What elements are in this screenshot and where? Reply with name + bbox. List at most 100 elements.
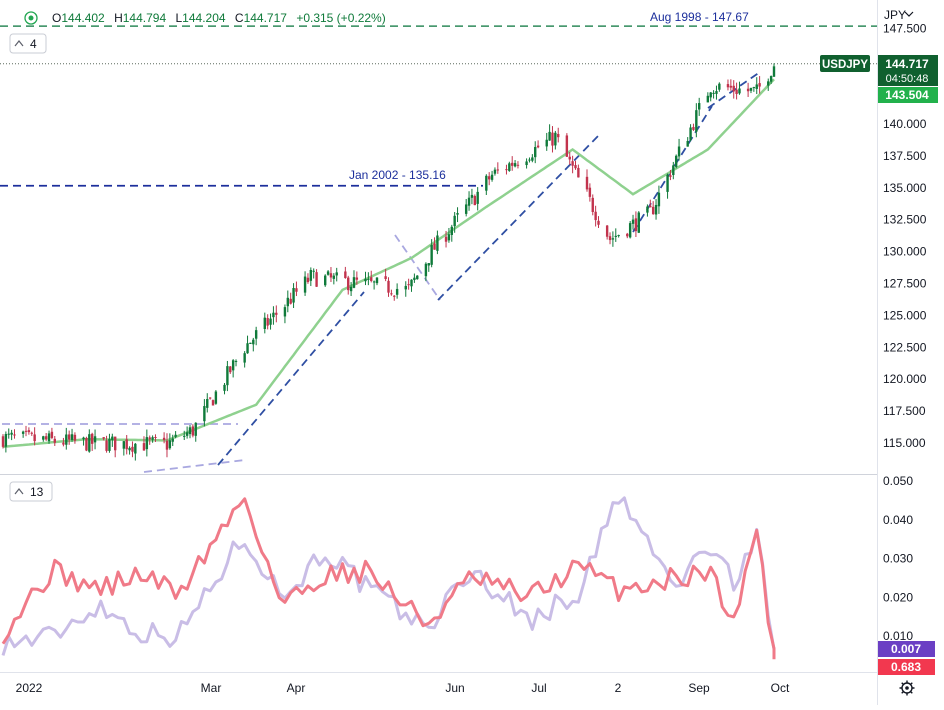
candle[interactable]	[505, 164, 508, 175]
candle[interactable]	[404, 281, 407, 297]
candle[interactable]	[171, 434, 174, 447]
candle[interactable]	[669, 170, 672, 181]
candle[interactable]	[372, 280, 376, 290]
candle[interactable]	[65, 427, 68, 450]
trendline-march-rally[interactable]	[217, 291, 365, 466]
candle[interactable]	[534, 141, 537, 164]
candle[interactable]	[309, 267, 313, 287]
candle[interactable]	[726, 79, 730, 91]
candle[interactable]	[335, 267, 338, 282]
candle[interactable]	[108, 433, 111, 453]
candle[interactable]	[769, 75, 773, 84]
candle[interactable]	[387, 277, 390, 297]
candle[interactable]	[565, 133, 569, 158]
candle[interactable]	[487, 172, 491, 186]
candle[interactable]	[605, 225, 609, 240]
candle[interactable]	[203, 399, 206, 427]
candle[interactable]	[493, 167, 497, 176]
candle[interactable]	[88, 429, 91, 453]
price-pane-collapse-button[interactable]: 4	[9, 33, 47, 54]
candle[interactable]	[364, 271, 367, 286]
moving-average-line[interactable]	[2, 78, 775, 449]
candle[interactable]	[628, 221, 632, 239]
candle[interactable]	[427, 263, 430, 272]
candle[interactable]	[735, 82, 738, 100]
candle[interactable]	[111, 433, 114, 447]
candle[interactable]	[214, 390, 218, 405]
candle[interactable]	[82, 436, 85, 446]
candle[interactable]	[654, 199, 658, 220]
candle[interactable]	[551, 126, 554, 153]
candle[interactable]	[732, 80, 735, 99]
candle[interactable]	[528, 157, 531, 163]
candle[interactable]	[508, 161, 511, 172]
candle[interactable]	[90, 432, 94, 451]
candle[interactable]	[692, 123, 695, 131]
candle[interactable]	[436, 230, 439, 255]
candle[interactable]	[27, 427, 31, 435]
candle[interactable]	[326, 270, 330, 276]
candle[interactable]	[614, 228, 617, 242]
candle[interactable]	[634, 211, 638, 237]
candle[interactable]	[715, 85, 718, 100]
candle[interactable]	[50, 427, 54, 440]
candle[interactable]	[70, 428, 74, 442]
indicator-line-red[interactable]	[1, 497, 776, 660]
candle[interactable]	[453, 212, 456, 233]
candle[interactable]	[85, 436, 88, 452]
candle[interactable]	[370, 270, 373, 283]
candle[interactable]	[548, 124, 551, 141]
candle[interactable]	[286, 290, 290, 313]
candle[interactable]	[464, 198, 468, 217]
candle[interactable]	[384, 268, 387, 282]
candle[interactable]	[767, 78, 770, 91]
candle[interactable]	[131, 441, 134, 458]
candle[interactable]	[525, 158, 528, 169]
candle[interactable]	[545, 132, 548, 151]
candle[interactable]	[42, 435, 45, 442]
candle[interactable]	[223, 383, 226, 395]
candle[interactable]	[102, 437, 105, 441]
candle[interactable]	[168, 433, 172, 450]
candle[interactable]	[145, 429, 149, 457]
candle[interactable]	[367, 272, 370, 286]
candle[interactable]	[390, 289, 393, 296]
candle[interactable]	[416, 275, 419, 280]
candle[interactable]	[165, 433, 169, 458]
candle[interactable]	[554, 130, 557, 150]
candle[interactable]	[243, 351, 246, 368]
candle[interactable]	[626, 232, 629, 239]
candle[interactable]	[651, 201, 655, 215]
candle[interactable]	[531, 154, 534, 163]
candle[interactable]	[689, 124, 692, 142]
candle[interactable]	[292, 283, 295, 309]
candle[interactable]	[246, 335, 249, 354]
candle[interactable]	[283, 304, 287, 324]
candle[interactable]	[355, 271, 359, 285]
candle[interactable]	[698, 97, 701, 116]
candle[interactable]	[568, 152, 571, 165]
candle[interactable]	[254, 326, 258, 346]
candle[interactable]	[344, 266, 347, 279]
candle[interactable]	[191, 424, 195, 438]
candle[interactable]	[128, 446, 131, 455]
candle[interactable]	[352, 270, 356, 289]
candle[interactable]	[154, 434, 157, 442]
candle[interactable]	[174, 431, 177, 439]
candle[interactable]	[749, 87, 753, 94]
candle[interactable]	[151, 435, 154, 443]
candle[interactable]	[738, 81, 741, 95]
candle[interactable]	[1, 434, 5, 449]
candle[interactable]	[7, 428, 10, 439]
candle[interactable]	[608, 232, 612, 245]
candle[interactable]	[577, 164, 580, 178]
indicator-axis[interactable]: 0.050 0.040 0.030 0.020 0.010	[883, 474, 913, 643]
indicator-line-purple[interactable]	[1, 496, 776, 656]
candle[interactable]	[266, 314, 269, 330]
candle[interactable]	[62, 437, 65, 447]
candle[interactable]	[315, 269, 318, 287]
candle[interactable]	[496, 162, 500, 174]
candle[interactable]	[473, 194, 477, 206]
candle[interactable]	[433, 237, 436, 250]
candle[interactable]	[712, 90, 715, 99]
